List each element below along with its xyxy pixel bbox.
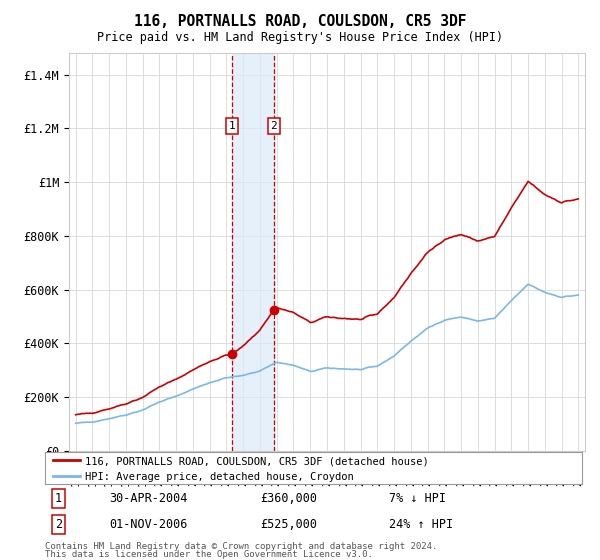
Text: HPI: Average price, detached house, Croydon: HPI: Average price, detached house, Croy… [85,472,354,482]
Bar [232,53,274,451]
Text: 116, PORTNALLS ROAD, COULSDON, CR5 3DF: 116, PORTNALLS ROAD, COULSDON, CR5 3DF [134,14,466,29]
Text: £525,000: £525,000 [260,518,317,531]
Text: 7% ↓ HPI: 7% ↓ HPI [389,492,446,505]
Text: 2: 2 [55,518,62,531]
Text: £360,000: £360,000 [260,492,317,505]
Text: Price paid vs. HM Land Registry's House Price Index (HPI): Price paid vs. HM Land Registry's House … [97,31,503,44]
Text: 01-NOV-2006: 01-NOV-2006 [109,518,188,531]
Text: 2: 2 [271,121,277,130]
Text: 1: 1 [55,492,62,505]
Text: 116, PORTNALLS ROAD, COULSDON, CR5 3DF (detached house): 116, PORTNALLS ROAD, COULSDON, CR5 3DF (… [85,456,429,466]
Text: Contains HM Land Registry data © Crown copyright and database right 2024.: Contains HM Land Registry data © Crown c… [45,542,437,550]
Text: This data is licensed under the Open Government Licence v3.0.: This data is licensed under the Open Gov… [45,550,373,559]
Text: 24% ↑ HPI: 24% ↑ HPI [389,518,453,531]
Text: 1: 1 [229,121,235,130]
Text: 30-APR-2004: 30-APR-2004 [109,492,188,505]
